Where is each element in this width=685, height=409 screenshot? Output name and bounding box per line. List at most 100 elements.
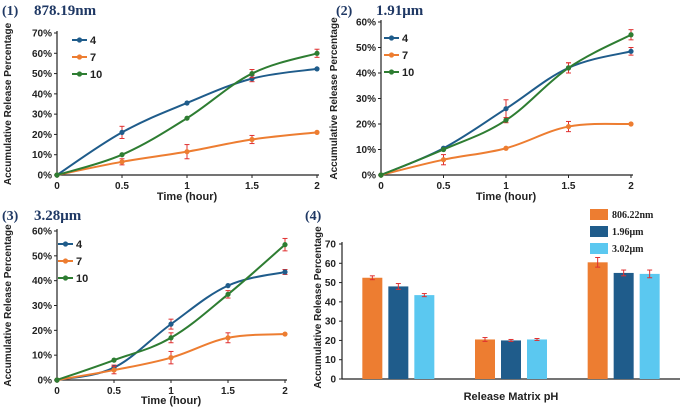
data-point-7 <box>503 145 509 151</box>
chart-title: 3.28μm <box>34 208 82 224</box>
y-tick-label: 20% <box>32 130 52 141</box>
data-point-7 <box>249 136 255 143</box>
x-tick-label: 2 <box>314 181 320 192</box>
panel-label: (4) <box>305 209 322 224</box>
chart-title: 878.19nm <box>34 3 97 19</box>
data-point-10 <box>225 291 231 297</box>
legend-label: 10 <box>402 67 414 79</box>
data-point-10 <box>282 242 288 248</box>
bar-1.96μm-ph-10 <box>613 272 634 379</box>
legend-label: 10 <box>90 69 102 81</box>
y-tick-label: 10 <box>325 355 337 366</box>
bar-806.22nm-ph-7 <box>475 339 495 379</box>
y-tick-label: 40 <box>325 297 337 308</box>
legend-label: 1.96μm <box>612 227 644 238</box>
data-point-7 <box>282 331 288 337</box>
x-tick-label: 2 <box>282 386 288 397</box>
y-tick-label: 30% <box>356 94 376 105</box>
data-point-10 <box>628 32 634 38</box>
legend-marker <box>62 275 69 281</box>
legend-label: 806.22nm <box>612 210 654 221</box>
x-tick-label: 1 <box>503 181 509 192</box>
bar-806.22nm-ph-10 <box>587 262 608 379</box>
data-point-4 <box>184 100 190 106</box>
x-axis-title: Time (hour) <box>476 191 537 203</box>
legend-swatch <box>590 243 608 254</box>
y-tick-label: 0 <box>330 375 336 386</box>
x-tick-label: 1.5 <box>245 181 259 192</box>
y-tick-label: 60% <box>32 49 52 60</box>
data-point-7 <box>565 123 572 130</box>
y-tick-label: 0% <box>38 171 53 182</box>
legend-marker <box>76 37 83 43</box>
x-axis-title: Release Matrix pH <box>464 391 559 403</box>
y-tick-label: 60% <box>32 227 52 238</box>
y-tick-label: 10% <box>32 351 52 362</box>
y-axis-title: Accumulative Release Percentage <box>3 224 14 387</box>
data-point-4 <box>225 283 231 289</box>
data-point-10 <box>54 377 60 383</box>
y-tick-label: 50 <box>325 278 337 289</box>
x-tick-label: 1.5 <box>221 386 235 397</box>
data-point-4 <box>282 269 288 275</box>
legend-marker <box>388 69 395 75</box>
legend-marker <box>76 71 83 77</box>
legend-swatch <box>590 209 608 220</box>
legend-marker <box>388 52 395 58</box>
data-point-10 <box>503 117 509 123</box>
data-point-10 <box>119 152 125 158</box>
bar-806.22nm-ph-4 <box>362 277 383 379</box>
legend-marker <box>62 258 69 264</box>
data-point-7 <box>314 129 320 135</box>
y-tick-label: 50% <box>32 251 52 262</box>
data-point-7 <box>111 367 117 373</box>
y-tick-label: 60% <box>356 18 376 29</box>
legend-label: 7 <box>90 52 96 64</box>
y-tick-label: 0% <box>38 376 53 387</box>
data-point-7 <box>184 149 190 155</box>
data-point-10 <box>440 146 447 153</box>
data-point-7 <box>168 355 174 361</box>
data-point-4 <box>503 106 509 112</box>
legend-label: 4 <box>90 35 97 47</box>
y-tick-label: 20 <box>325 336 337 347</box>
chart-title: 1.91μm <box>376 3 424 19</box>
data-point-7 <box>225 335 231 341</box>
data-point-4 <box>628 48 634 54</box>
data-point-10 <box>111 357 117 363</box>
bar-chart: (4) 0 10 20 30 40 50 60 70 Release Matrix pH Accum… <box>305 209 680 403</box>
y-axis-title: Accumulative Release Percentage <box>313 226 324 389</box>
y-tick-label: 40% <box>32 276 52 287</box>
y-axis-title: Accumulative Release Percentage <box>3 22 14 185</box>
y-tick-label: 50% <box>356 43 376 54</box>
y-tick-label: 30% <box>32 301 52 312</box>
y-tick-label: 40% <box>32 89 52 100</box>
y-tick-label: 60 <box>325 259 337 270</box>
data-point-7 <box>628 121 634 127</box>
bar-3.02μm-ph-4 <box>414 295 435 379</box>
legend-swatch <box>590 226 608 237</box>
bar-1.96μm-ph-7 <box>501 340 521 379</box>
data-point-10 <box>184 115 190 121</box>
legend-marker <box>76 54 83 60</box>
bar-3.02μm-ph-7 <box>527 339 547 379</box>
legend-label: 4 <box>76 239 83 251</box>
panel-label: (1) <box>2 4 19 19</box>
legend-label: 3.02μm <box>612 244 644 255</box>
data-point-10 <box>54 172 60 178</box>
x-axis-title: Time (hour) <box>157 191 218 203</box>
y-axis-title: Accumulative Release Percentage <box>329 17 340 180</box>
x-tick-label: 0.5 <box>437 181 451 192</box>
x-tick-label: 0.5 <box>115 181 129 192</box>
data-point-10 <box>249 70 255 77</box>
data-point-4 <box>119 129 125 135</box>
x-tick-label: 0 <box>378 181 384 192</box>
data-point-4 <box>168 321 174 327</box>
legend-marker <box>388 35 395 41</box>
y-tick-label: 10% <box>32 150 52 161</box>
legend-label: 10 <box>76 273 88 285</box>
x-tick-label: 0 <box>54 181 60 192</box>
y-tick-label: 30 <box>325 317 337 328</box>
panel-label: (3) <box>2 209 19 224</box>
